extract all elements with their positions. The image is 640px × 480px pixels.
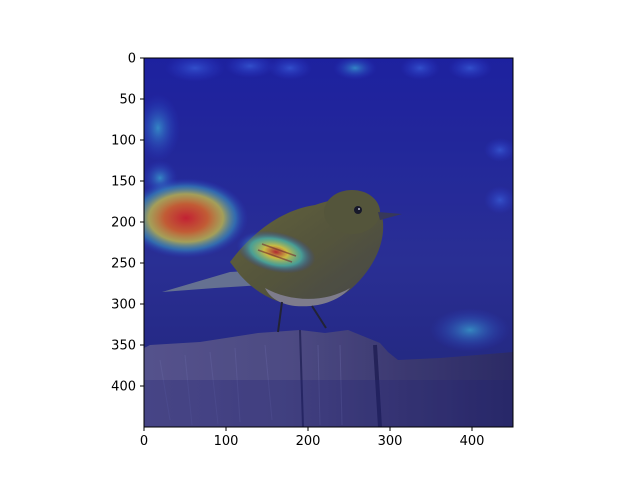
y-tick-label: 300 <box>111 298 136 313</box>
y-tick-label: 200 <box>111 216 136 231</box>
y-axis-ticks: 0 50 100 150 200 250 300 350 400 <box>111 52 144 395</box>
heatmap-image <box>144 58 513 427</box>
y-tick-label: 350 <box>111 339 136 354</box>
plot-frame <box>143 57 514 428</box>
y-tick-label: 0 <box>128 52 136 67</box>
y-tick-label: 50 <box>119 93 136 108</box>
y-tick-label: 250 <box>111 257 136 272</box>
x-tick-label: 300 <box>378 434 403 449</box>
y-tick-label: 100 <box>111 134 136 149</box>
x-tick-label: 100 <box>214 434 239 449</box>
x-tick-label: 400 <box>460 434 485 449</box>
x-tick-label: 200 <box>296 434 321 449</box>
y-tick-label: 150 <box>111 175 136 190</box>
y-tick-label: 400 <box>111 380 136 395</box>
x-tick-label: 0 <box>140 434 148 449</box>
x-axis-ticks: 0 100 200 300 400 <box>140 427 485 449</box>
